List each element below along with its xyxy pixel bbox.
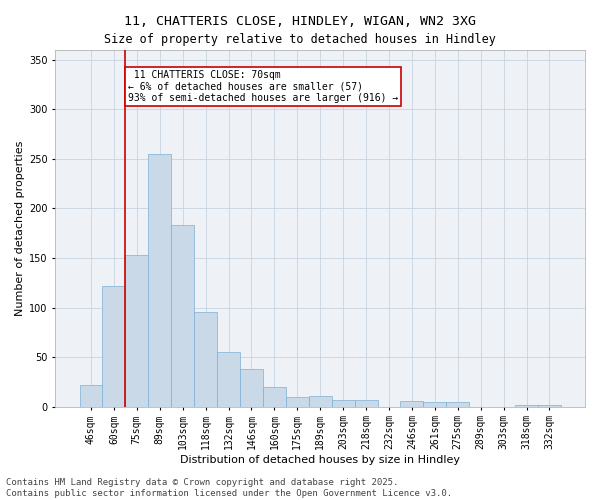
- Bar: [240, 369, 263, 406]
- Bar: [515, 404, 538, 406]
- Bar: [217, 352, 240, 406]
- Bar: [148, 154, 171, 406]
- Bar: [171, 226, 194, 406]
- X-axis label: Distribution of detached houses by size in Hindley: Distribution of detached houses by size …: [180, 455, 460, 465]
- Y-axis label: Number of detached properties: Number of detached properties: [15, 140, 25, 316]
- Bar: [424, 402, 446, 406]
- Bar: [355, 400, 377, 406]
- Bar: [446, 402, 469, 406]
- Bar: [80, 385, 103, 406]
- Bar: [286, 396, 309, 406]
- Text: 11 CHATTERIS CLOSE: 70sqm
← 6% of detached houses are smaller (57)
93% of semi-d: 11 CHATTERIS CLOSE: 70sqm ← 6% of detach…: [128, 70, 398, 103]
- Bar: [263, 386, 286, 406]
- Bar: [103, 286, 125, 406]
- Bar: [400, 400, 424, 406]
- Text: 11, CHATTERIS CLOSE, HINDLEY, WIGAN, WN2 3XG: 11, CHATTERIS CLOSE, HINDLEY, WIGAN, WN2…: [124, 15, 476, 28]
- Bar: [538, 404, 561, 406]
- Text: Size of property relative to detached houses in Hindley: Size of property relative to detached ho…: [104, 32, 496, 46]
- Bar: [194, 312, 217, 406]
- Bar: [125, 255, 148, 406]
- Text: Contains HM Land Registry data © Crown copyright and database right 2025.
Contai: Contains HM Land Registry data © Crown c…: [6, 478, 452, 498]
- Bar: [309, 396, 332, 406]
- Bar: [332, 400, 355, 406]
